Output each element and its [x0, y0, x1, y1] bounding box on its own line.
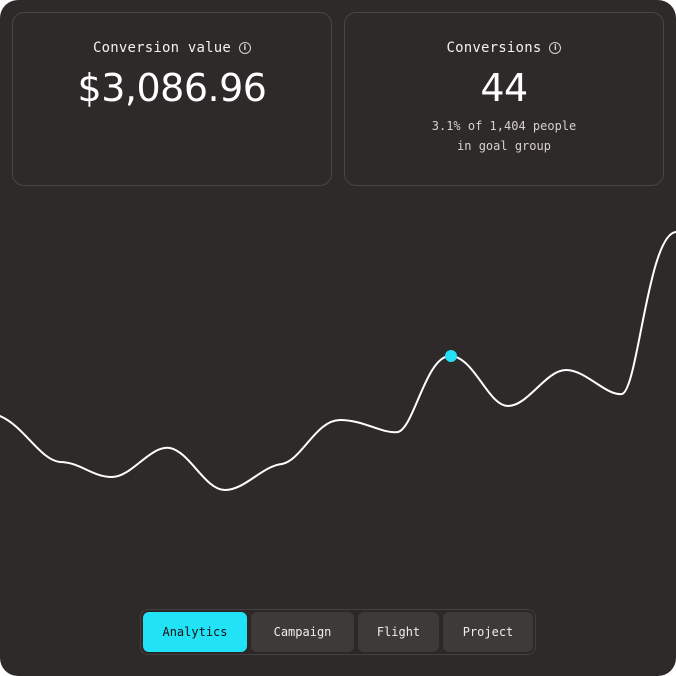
conversion-value-title-row: Conversion value i: [13, 40, 331, 56]
conversions-title: Conversions: [446, 40, 542, 56]
conversions-note-line2: in goal group: [457, 139, 551, 153]
conversions-note: 3.1% of 1,404 people in goal group: [345, 116, 663, 156]
conversions-title-row: Conversions i: [345, 40, 663, 56]
conversions-count: 44: [480, 66, 528, 110]
tab-bar: Analytics Campaign Flight Project: [140, 609, 536, 655]
tab-project[interactable]: Project: [443, 612, 533, 652]
highlight-point[interactable]: [445, 350, 457, 362]
conversion-value-amount: $3,086.96: [77, 66, 267, 110]
conversion-value-card: Conversion value i $3,086.96: [12, 12, 332, 186]
info-icon[interactable]: i: [239, 42, 252, 54]
trend-line: [0, 231, 676, 492]
conversions-note-line1: 3.1% of 1,404 people: [431, 119, 577, 133]
tab-flight[interactable]: Flight: [358, 612, 439, 652]
tab-analytics[interactable]: Analytics: [143, 612, 247, 652]
conversions-card: Conversions i 44 3.1% of 1,404 people in…: [344, 12, 664, 186]
conversion-value-title: Conversion value: [92, 40, 232, 56]
info-icon[interactable]: i: [549, 42, 562, 54]
tab-campaign[interactable]: Campaign: [251, 612, 354, 652]
